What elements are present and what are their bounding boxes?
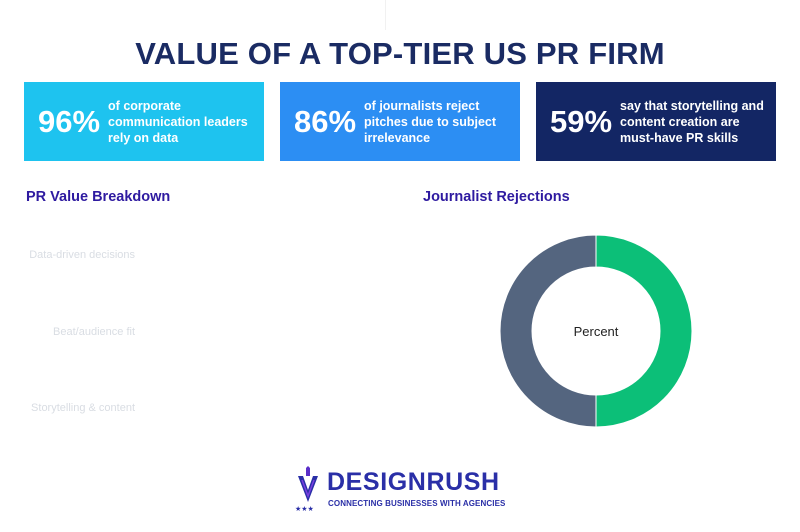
stat-card-storytelling: 59% say that storytelling and content cr… [536,82,776,161]
donut-chart: Percent [495,230,697,432]
donut-slice [595,234,693,428]
stat-value: 59% [550,103,613,139]
stat-text: say that storytelling and content creati… [620,98,764,145]
bar-chart-title: PR Value Breakdown [26,189,171,205]
stat-value: 86% [294,103,357,139]
designrush-logo: ★★★ DESIGNRUSH CONNECTING BUSINESSES WIT… [294,466,506,512]
brand-name: DESIGNRUSH [327,468,500,496]
donut-slice [499,234,597,428]
bar-category-label: Storytelling & content [31,402,135,414]
stat-text: of corporate communication leaders rely … [108,98,248,145]
bar-category-label: Data-driven decisions [29,249,135,261]
donut-chart-title: Journalist Rejections [423,189,570,205]
stat-value: 96% [38,103,101,139]
stat-card-data: 96% of corporate communication leaders r… [24,82,264,161]
page-title: VALUE OF A TOP-TIER US PR FIRM [135,36,665,71]
stat-card-journalists: 86% of journalists reject pitches due to… [280,82,520,161]
brand-tagline: CONNECTING BUSINESSES WITH AGENCIES [328,499,506,508]
svg-text:★★★: ★★★ [295,505,314,512]
bar-category-label: Beat/audience fit [53,326,135,338]
top-divider [0,0,386,30]
donut-svg: Percent [499,234,693,428]
logo-mark-icon: ★★★ [295,466,318,512]
stat-text: of journalists reject pitches due to sub… [364,98,497,145]
donut-center-label: Percent [574,324,619,339]
